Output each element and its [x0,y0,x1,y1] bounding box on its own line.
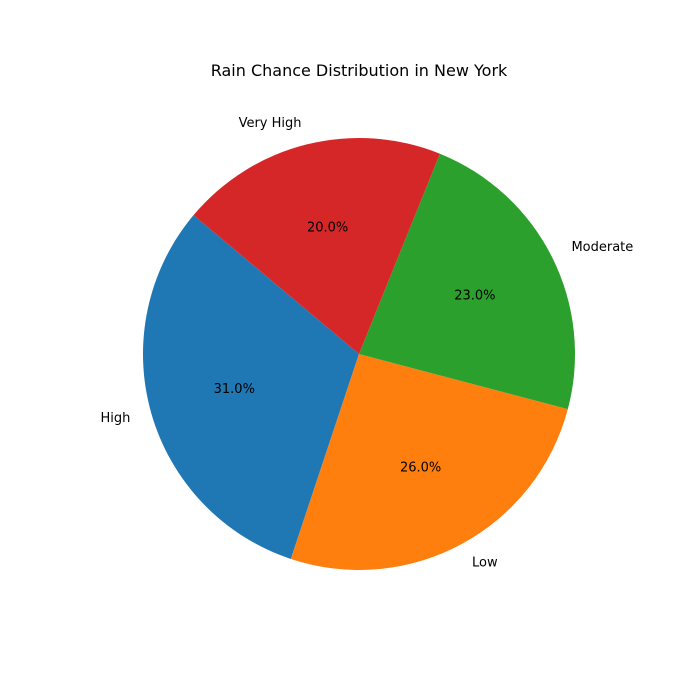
pie-slice-moderate [359,153,575,410]
pie-slices [143,137,575,570]
slice-label-high: High [100,411,130,426]
slice-label-low: Low [472,556,498,571]
slice-label-moderate: Moderate [571,240,633,255]
percent-label-moderate: 23.0% [454,288,495,303]
pie-slice-high [143,215,359,559]
pie-slice-low [290,354,568,570]
pie-labels: High 31.0% Low 26.0% Moderate 23.0% Very High 2… [100,116,633,571]
slice-label-very-high: Very High [239,116,302,131]
pie-slice-very-high [193,137,440,354]
percent-label-high: 31.0% [214,382,255,397]
percent-label-low: 26.0% [400,461,441,476]
percent-label-very-high: 20.0% [307,221,348,236]
chart-title: Rain Chance Distribution in New York [211,61,508,80]
